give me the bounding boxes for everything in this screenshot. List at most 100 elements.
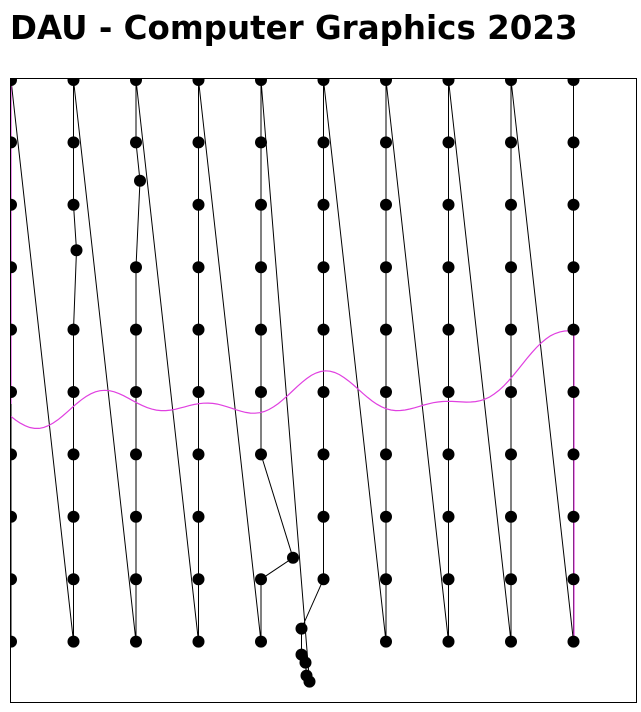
control-point[interactable]: [192, 78, 205, 86]
control-point[interactable]: [380, 635, 392, 648]
control-point[interactable]: [67, 78, 80, 86]
control-point[interactable]: [567, 136, 580, 149]
control-point[interactable]: [255, 136, 267, 149]
control-point[interactable]: [67, 323, 80, 336]
control-point[interactable]: [67, 510, 80, 523]
control-point[interactable]: [67, 635, 80, 648]
control-point[interactable]: [10, 261, 17, 274]
control-point[interactable]: [130, 386, 142, 398]
control-point[interactable]: [317, 198, 330, 211]
control-point[interactable]: [505, 198, 517, 211]
control-point[interactable]: [380, 323, 392, 336]
control-point[interactable]: [130, 635, 142, 648]
control-point[interactable]: [442, 136, 455, 149]
control-point[interactable]: [130, 78, 142, 86]
control-point[interactable]: [380, 510, 392, 523]
control-point[interactable]: [317, 78, 330, 86]
control-point[interactable]: [442, 386, 455, 398]
control-point[interactable]: [380, 198, 392, 211]
control-point[interactable]: [255, 448, 267, 461]
control-point[interactable]: [567, 323, 580, 336]
control-point[interactable]: [317, 510, 330, 523]
control-point[interactable]: [442, 198, 455, 211]
control-point[interactable]: [567, 510, 580, 523]
control-point[interactable]: [299, 656, 312, 669]
control-point[interactable]: [192, 573, 205, 586]
control-point[interactable]: [380, 78, 392, 86]
control-point[interactable]: [380, 386, 392, 398]
control-point[interactable]: [567, 78, 580, 86]
control-point[interactable]: [10, 78, 17, 86]
control-point[interactable]: [567, 386, 580, 398]
control-point[interactable]: [380, 261, 392, 274]
control-point[interactable]: [70, 244, 83, 257]
control-point[interactable]: [10, 448, 17, 461]
control-point[interactable]: [255, 323, 267, 336]
control-point[interactable]: [255, 635, 267, 648]
control-point[interactable]: [192, 198, 205, 211]
control-point[interactable]: [442, 261, 455, 274]
control-point[interactable]: [10, 323, 17, 336]
control-point[interactable]: [10, 136, 17, 149]
control-point[interactable]: [505, 386, 517, 398]
control-point[interactable]: [130, 261, 142, 274]
control-point[interactable]: [567, 573, 580, 586]
control-point[interactable]: [67, 573, 80, 586]
control-point[interactable]: [380, 573, 392, 586]
control-point[interactable]: [134, 174, 146, 187]
control-point[interactable]: [192, 635, 205, 648]
control-point[interactable]: [192, 386, 205, 398]
control-point[interactable]: [67, 136, 80, 149]
control-point[interactable]: [442, 573, 455, 586]
control-point[interactable]: [287, 551, 299, 564]
control-point[interactable]: [442, 448, 455, 461]
control-point[interactable]: [295, 622, 308, 635]
control-point[interactable]: [442, 635, 455, 648]
control-point[interactable]: [380, 136, 392, 149]
control-point[interactable]: [442, 510, 455, 523]
control-point[interactable]: [255, 78, 267, 86]
control-point[interactable]: [192, 261, 205, 274]
control-point[interactable]: [317, 573, 330, 586]
control-point[interactable]: [505, 136, 517, 149]
control-point[interactable]: [130, 136, 142, 149]
control-point[interactable]: [317, 261, 330, 274]
control-point[interactable]: [255, 386, 267, 398]
control-point[interactable]: [10, 635, 17, 648]
control-point[interactable]: [505, 510, 517, 523]
control-point[interactable]: [567, 448, 580, 461]
control-point[interactable]: [192, 510, 205, 523]
control-point[interactable]: [505, 635, 517, 648]
control-point[interactable]: [255, 261, 267, 274]
control-point[interactable]: [10, 198, 17, 211]
graphics-canvas[interactable]: [10, 78, 637, 703]
control-point[interactable]: [567, 635, 580, 648]
control-point[interactable]: [442, 323, 455, 336]
control-point[interactable]: [192, 136, 205, 149]
control-point[interactable]: [130, 323, 142, 336]
control-point[interactable]: [10, 573, 17, 586]
control-point[interactable]: [67, 386, 80, 398]
control-point[interactable]: [317, 386, 330, 398]
control-point[interactable]: [10, 386, 17, 398]
control-point[interactable]: [505, 78, 517, 86]
control-point[interactable]: [67, 198, 80, 211]
control-point[interactable]: [130, 510, 142, 523]
control-point[interactable]: [505, 448, 517, 461]
control-point[interactable]: [192, 323, 205, 336]
control-point[interactable]: [442, 78, 455, 86]
control-point[interactable]: [255, 198, 267, 211]
control-point[interactable]: [255, 573, 267, 586]
control-point[interactable]: [380, 448, 392, 461]
control-point[interactable]: [130, 448, 142, 461]
control-point[interactable]: [505, 573, 517, 586]
control-point[interactable]: [317, 323, 330, 336]
control-point[interactable]: [303, 675, 316, 688]
control-point[interactable]: [130, 573, 142, 586]
control-point[interactable]: [317, 448, 330, 461]
control-point[interactable]: [505, 261, 517, 274]
control-point[interactable]: [192, 448, 205, 461]
control-point[interactable]: [10, 510, 17, 523]
control-point[interactable]: [67, 448, 80, 461]
control-point[interactable]: [567, 198, 580, 211]
